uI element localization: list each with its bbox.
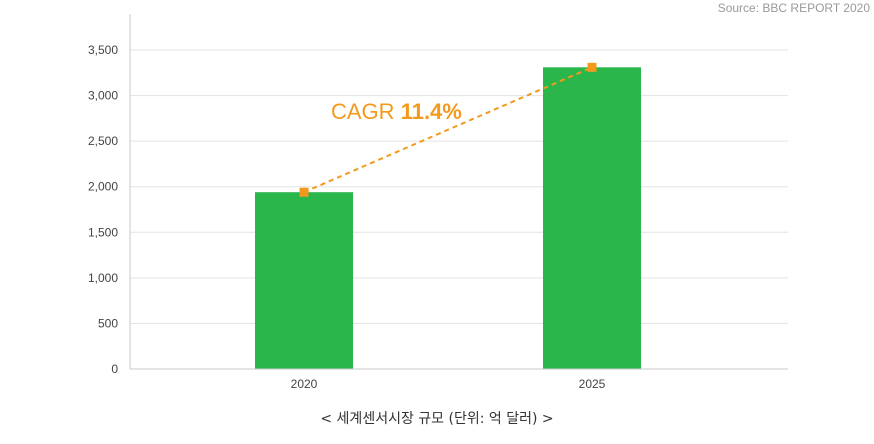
x-axis: 2020 2025: [130, 368, 788, 391]
cagr-value: 11.4%: [401, 99, 462, 124]
y-tick-label: 0: [111, 362, 118, 376]
bar-2020: [255, 192, 353, 369]
trend-line: [303, 66, 593, 194]
chart-caption: < 세계센서시장 규모 (단위: 억 달러) >: [320, 411, 554, 427]
y-tick-label: 2,000: [88, 180, 118, 194]
x-tick-label: 2020: [291, 377, 318, 391]
cagr-annotation: CAGR 11.4%: [331, 99, 462, 124]
source-note: Source: BBC REPORT 2020: [717, 1, 870, 15]
trend-line-group: [299, 62, 597, 197]
y-tick-label: 2,500: [88, 134, 118, 148]
cagr-label: CAGR: [331, 99, 401, 124]
grid-lines: [130, 49, 788, 324]
y-tick-label: 3,000: [88, 89, 118, 103]
y-tick-label: 1,500: [88, 225, 118, 239]
trend-marker: [587, 62, 597, 72]
bars: [255, 67, 641, 370]
bar-2025: [543, 67, 641, 370]
y-axis: 0 500 1,000 1,500 2,000 2,500 3,000 3,500: [88, 14, 131, 376]
y-tick-label: 1,000: [88, 271, 118, 285]
x-tick-label: 2025: [579, 377, 606, 391]
trend-marker: [299, 187, 309, 197]
y-tick-label: 3,500: [88, 43, 118, 57]
y-tick-label: 500: [98, 316, 118, 330]
